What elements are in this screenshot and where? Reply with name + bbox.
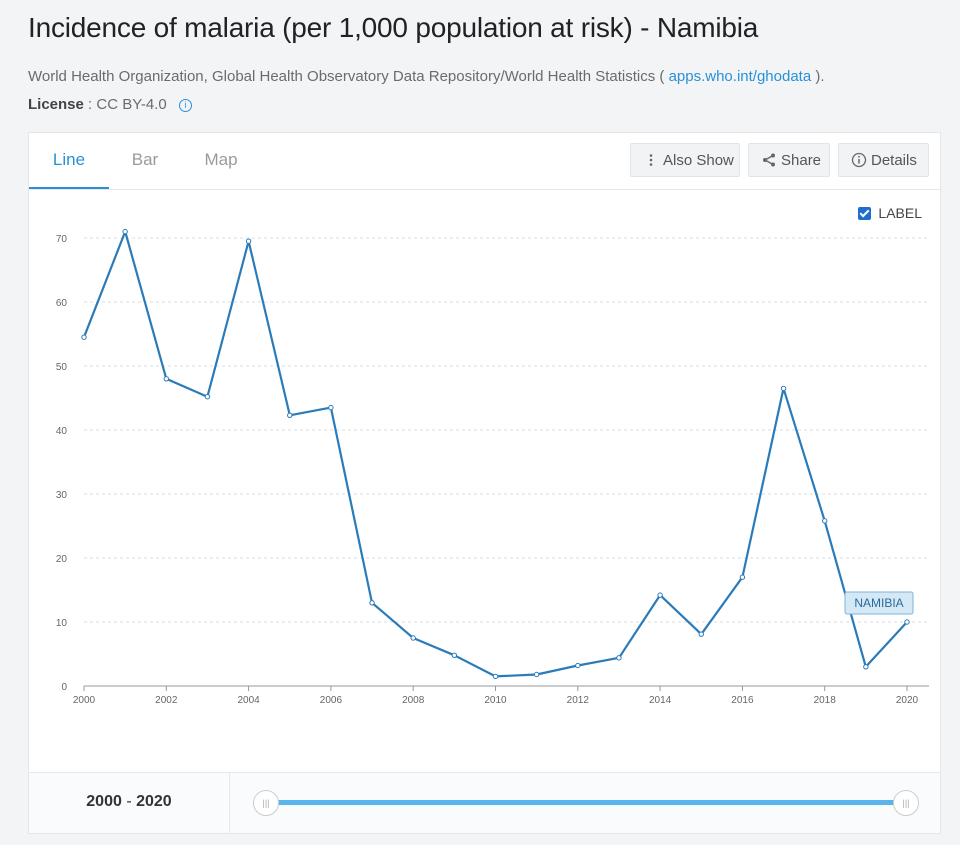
x-tick-label: 2000 [73, 695, 96, 706]
label-checkbox[interactable] [858, 207, 872, 220]
x-tick-label: 2018 [814, 695, 837, 706]
y-tick-label: 50 [56, 362, 68, 373]
more-vertical-icon [649, 154, 653, 166]
x-tick-label: 2012 [567, 695, 590, 706]
range-handle-start[interactable]: ||| [253, 790, 279, 816]
details-button[interactable]: Details [838, 143, 929, 177]
x-tick-label: 2020 [896, 695, 919, 706]
data-point [698, 631, 704, 637]
y-tick-label: 30 [56, 490, 68, 501]
data-point [287, 412, 293, 418]
license-value: : CC BY-4.0 [88, 96, 167, 113]
info-icon[interactable]: i [178, 99, 192, 112]
details-label: Details [871, 152, 917, 169]
range-text: 2000 - 2020 [29, 773, 230, 833]
x-tick-label: 2010 [484, 695, 507, 706]
line-chart: 0 10 20 30 40 50 60 70 2000 2002 2004 2006 2008 2010 2… [56, 228, 929, 706]
label-toggle-text: LABEL [878, 205, 922, 221]
range-end: 2020 [136, 793, 172, 810]
x-tick-label: 2004 [237, 695, 260, 706]
data-point [451, 652, 458, 658]
y-tick-label: 0 [61, 682, 67, 693]
data-point [575, 662, 581, 669]
series-end-label-box [844, 591, 914, 615]
range-footer: 2000 - 2020 ||| ||| [29, 772, 940, 833]
range-start: 2000 [86, 793, 122, 810]
x-tick-label: 2014 [649, 695, 672, 706]
range-slider-track[interactable] [266, 800, 906, 805]
info-circle-icon [851, 152, 867, 168]
share-icon [763, 153, 775, 167]
data-point [204, 394, 211, 400]
data-point [410, 635, 416, 641]
data-point [492, 673, 499, 680]
source-text: World Health Organization, Global Health… [28, 68, 665, 85]
label-toggle[interactable]: LABEL [858, 205, 922, 221]
data-point [863, 664, 869, 670]
also-show-button[interactable]: Also Show [630, 143, 740, 177]
source-link[interactable]: apps.who.int/ghodata [668, 68, 812, 85]
tab-bar[interactable]: Bar [131, 150, 159, 169]
tab-line[interactable]: Line [29, 133, 109, 189]
series-end-label: NAMIBIA [854, 596, 903, 610]
y-tick-label: 70 [56, 234, 68, 245]
tab-map[interactable]: Map [204, 150, 238, 169]
x-tick-label: 2016 [731, 695, 754, 706]
range-handle-end[interactable]: ||| [893, 790, 919, 816]
data-point [822, 518, 828, 524]
data-point [904, 619, 910, 625]
data-point [369, 600, 375, 606]
data-point [81, 334, 87, 340]
license-line: License : CC BY-4.0 i [28, 96, 192, 113]
data-point [657, 592, 663, 598]
source-suffix: ). [815, 68, 825, 85]
page-title: Incidence of malaria (per 1,000 populati… [28, 12, 759, 43]
also-show-label: Also Show [663, 152, 734, 169]
y-tick-label: 40 [56, 426, 68, 437]
range-sep: - [126, 793, 132, 810]
source-line: World Health Organization, Global Health… [28, 68, 825, 85]
data-point [616, 655, 622, 661]
data-point [328, 404, 334, 411]
data-point [739, 574, 746, 580]
data-point [780, 385, 787, 392]
series-line [82, 230, 908, 678]
share-button[interactable]: Share [748, 143, 830, 177]
y-tick-label: 10 [56, 618, 68, 629]
data-point [533, 671, 540, 678]
y-tick-label: 60 [56, 298, 68, 309]
data-point [122, 228, 128, 235]
chart-card: Line Bar Map Also Show Share Details LAB… [28, 132, 941, 834]
data-point [245, 238, 252, 244]
x-tick-label: 2008 [402, 695, 425, 706]
data-point [163, 376, 170, 382]
share-label: Share [781, 152, 822, 169]
tab-bar: Line Bar Map Also Show Share Details [29, 133, 940, 190]
x-tick-label: 2002 [155, 695, 178, 706]
y-tick-label: 20 [56, 554, 68, 565]
x-tick-label: 2006 [320, 695, 343, 706]
license-label: License [28, 96, 84, 113]
